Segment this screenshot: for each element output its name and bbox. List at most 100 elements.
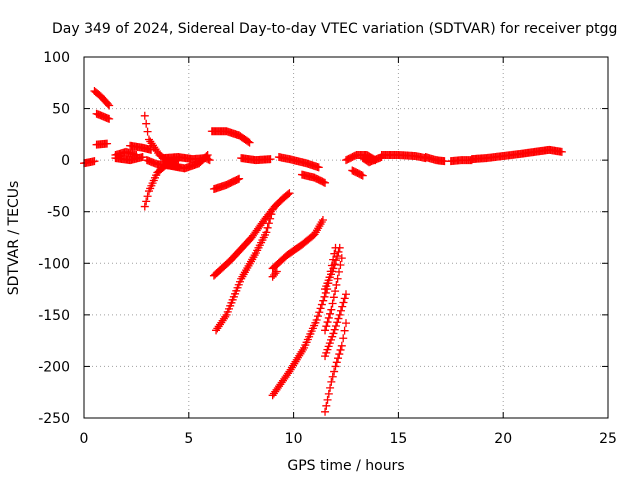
chart-title: Day 349 of 2024, Sidereal Day-to-day VTE… [52, 21, 617, 37]
x-tick-label: 25 [599, 431, 617, 447]
data-point [339, 334, 348, 343]
data-point [332, 280, 341, 289]
data-point [333, 318, 342, 327]
data-point [284, 190, 293, 199]
x-tick-label: 5 [184, 431, 193, 447]
data-point [298, 345, 307, 354]
data-point [328, 299, 337, 308]
data-point [326, 383, 335, 392]
data-point [323, 318, 332, 327]
data-point [140, 111, 149, 120]
y-tick-label: -250 [38, 411, 70, 427]
data-point [262, 228, 271, 237]
data-point [328, 372, 337, 381]
data-point [140, 202, 149, 211]
data-point [332, 358, 341, 367]
data-point [334, 354, 343, 363]
plot-frame [83, 56, 609, 419]
data-point [331, 256, 340, 265]
data-point [324, 313, 333, 322]
data-point [338, 302, 347, 311]
data-point [333, 274, 342, 283]
data-point [263, 223, 272, 232]
data-points [80, 87, 566, 416]
data-point [143, 192, 152, 201]
data-point [333, 252, 342, 261]
data-point [266, 155, 275, 164]
y-tick-label: 0 [61, 153, 70, 169]
data-point [245, 138, 254, 147]
data-point [314, 163, 323, 172]
data-point [335, 267, 344, 276]
data-point [221, 312, 230, 321]
y-tick-label: -100 [38, 256, 70, 272]
data-point [313, 312, 322, 321]
data-point [342, 290, 350, 299]
data-point [336, 306, 345, 315]
data-point [358, 171, 367, 180]
data-point [268, 205, 277, 214]
data-point [321, 288, 330, 297]
data-point [337, 341, 346, 350]
data-point [329, 329, 338, 338]
data-point [340, 326, 349, 335]
data-point [264, 219, 273, 228]
data-point [331, 321, 340, 330]
data-point [272, 267, 281, 276]
data-point [322, 322, 331, 331]
data-point [326, 309, 335, 318]
data-point [142, 119, 151, 128]
data-point [316, 304, 325, 313]
data-point [321, 326, 330, 335]
y-tick-label: -150 [38, 308, 70, 324]
data-point [557, 147, 566, 156]
data-point [331, 287, 340, 296]
data-point [335, 243, 344, 252]
data-point [327, 377, 336, 386]
y-tick-label: 100 [43, 50, 70, 66]
data-point [143, 127, 152, 136]
data-point [285, 189, 294, 198]
data-point [318, 215, 327, 224]
data-point [244, 137, 253, 146]
data-point [331, 362, 340, 371]
data-point [267, 210, 276, 219]
y-tick-label: -50 [47, 205, 70, 221]
data-point [329, 264, 338, 273]
x-tick-label: 15 [389, 431, 407, 447]
data-point [319, 296, 328, 305]
y-tick-label: -200 [38, 359, 70, 375]
x-tick-label: 10 [285, 431, 303, 447]
data-point [336, 261, 345, 270]
data-point [203, 150, 212, 159]
data-point [323, 395, 332, 404]
data-point [315, 308, 324, 317]
data-point [103, 139, 112, 148]
data-point [142, 197, 151, 206]
data-point [335, 310, 344, 319]
x-axis-label: GPS time / hours [287, 458, 404, 474]
data-point [271, 269, 280, 278]
data-point [342, 319, 350, 328]
data-point [138, 153, 147, 162]
x-tick-label: 20 [494, 431, 512, 447]
data-point [317, 300, 326, 309]
data-point [334, 247, 343, 256]
data-point [335, 350, 344, 359]
data-point [339, 298, 348, 307]
data-point [321, 178, 330, 187]
y-tick-label: 50 [52, 102, 70, 118]
data-point [266, 214, 275, 223]
data-point [334, 314, 343, 323]
data-point [327, 305, 336, 314]
data-point [340, 294, 349, 303]
data-point [322, 401, 331, 410]
grid [84, 57, 608, 418]
data-point [329, 293, 338, 302]
tick-labels: 0 5 10 15 20 25 -250 -200 -150 -100 -50 0 50 100 [38, 50, 617, 447]
data-point [103, 100, 112, 109]
data-point [235, 174, 244, 183]
data-point [330, 260, 339, 269]
y-axis-label: SDTVAR / TECUs [6, 181, 22, 296]
